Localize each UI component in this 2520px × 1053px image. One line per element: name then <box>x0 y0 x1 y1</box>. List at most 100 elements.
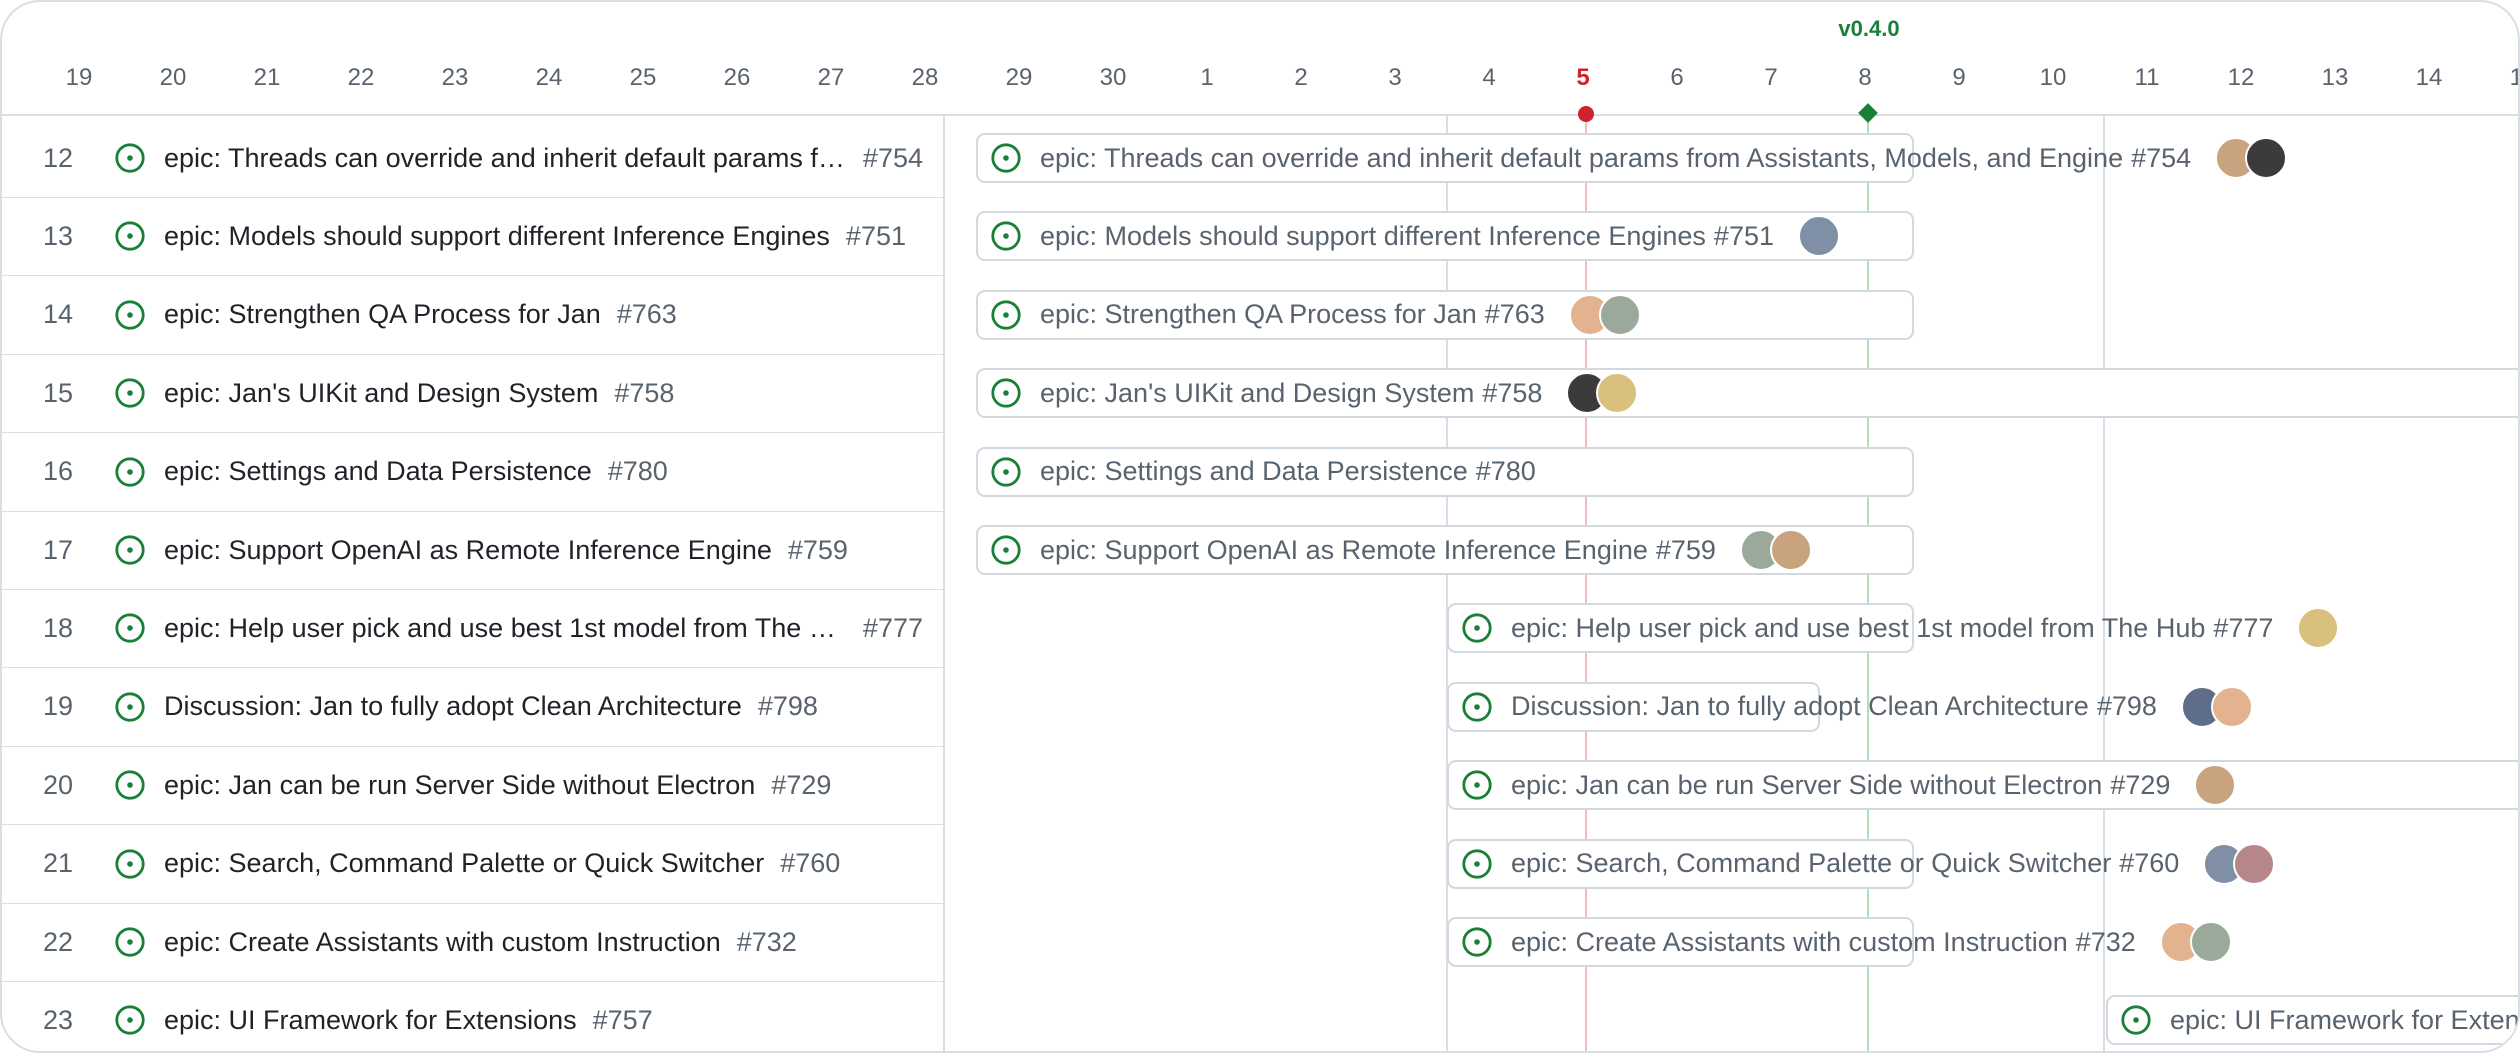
open-issue-icon <box>115 613 145 643</box>
issue-title: epic: Search, Command Palette or Quick S… <box>164 848 765 879</box>
day-label: 10 <box>2039 64 2067 91</box>
day-label: 9 <box>1952 64 1966 91</box>
timeline-bar[interactable] <box>2106 995 2518 1046</box>
day-label: 27 <box>817 64 845 91</box>
day-label: 19 <box>65 64 93 91</box>
bar-label: epic: Jan can be run Server Side without… <box>1461 760 2237 810</box>
timeline-header <box>2 2 2518 116</box>
issue-number: #763 <box>616 299 677 330</box>
row: 13 epic: Models should support different … <box>2 197 943 277</box>
bar-issue: #763 <box>1484 299 1545 330</box>
bar-label: Discussion: Jan to fully adopt Clean Arc… <box>1461 682 2253 732</box>
row: 14 epic: Strengthen QA Process for Jan #76… <box>2 276 943 355</box>
issue-number: #729 <box>771 769 832 800</box>
day-label: 6 <box>1670 64 1684 91</box>
timeline-bar[interactable] <box>976 211 1914 262</box>
issue-number: #798 <box>757 691 818 722</box>
timeline-bar[interactable] <box>1447 917 1914 967</box>
day-label: 14 <box>2415 64 2443 91</box>
day-label: 22 <box>347 64 375 91</box>
issue-title: epic: Help user pick and use best 1st mo… <box>164 612 847 643</box>
issue-number: #760 <box>780 848 841 879</box>
day-label: 3 <box>1388 64 1402 91</box>
open-issue-icon <box>991 378 1021 408</box>
issue-number: #777 <box>862 612 923 643</box>
bar-title: epic: Jan can be run Server Side without… <box>1511 769 2103 800</box>
bar-label: epic: Strengthen QA Process for Jan #763 <box>990 290 1641 340</box>
open-issue-icon <box>115 300 145 330</box>
row: 19 Discussion: Jan to fully adopt Clean A… <box>2 668 943 747</box>
row-number: 12 <box>42 142 74 173</box>
open-issue-icon <box>1462 927 1492 957</box>
open-issue-icon <box>991 143 1021 173</box>
open-issue-icon <box>115 535 145 565</box>
day-label: 4 <box>1482 64 1496 91</box>
timeline-bar[interactable] <box>976 368 2518 419</box>
issue-number: #759 <box>787 534 848 565</box>
bar-label: epic: Search, Command Palette or Quick S… <box>1461 839 2276 889</box>
day-label: 26 <box>723 64 751 91</box>
open-issue-icon <box>115 1005 145 1035</box>
row-number: 16 <box>42 456 74 487</box>
row-number: 13 <box>42 220 74 251</box>
issue-title: epic: Create Assistants with custom Inst… <box>164 926 721 957</box>
open-issue-icon <box>991 300 1021 330</box>
issue-number: #751 <box>845 220 906 251</box>
issue-title: epic: Models should support different In… <box>164 220 830 251</box>
day-label: 8 <box>1858 64 1872 91</box>
bar-title: epic: Search, Command Palette or Quick S… <box>1511 848 2112 879</box>
open-issue-icon <box>115 692 145 722</box>
bar-label: epic: UI Framework for Extensions#757 <box>2120 995 2518 1045</box>
bar-issue: #759 <box>1655 534 1716 565</box>
bar-issue: #758 <box>1482 377 1543 408</box>
row: 23 epic: UI Framework for Extensions #757 <box>2 981 943 1051</box>
open-issue-icon <box>115 927 145 957</box>
bar-label: epic: Models should support different In… <box>990 211 1840 261</box>
issue-title: epic: Threads can override and inherit d… <box>164 142 847 173</box>
open-issue-icon <box>1462 848 1492 879</box>
open-issue-icon <box>115 221 145 251</box>
issue-title: epic: Jan's UIKit and Design System <box>164 377 599 408</box>
bar-title: epic: Settings and Data Persistence <box>1040 456 1468 487</box>
timeline-bar[interactable] <box>1447 603 1914 654</box>
row-number: 17 <box>42 534 74 565</box>
avatar <box>1769 529 1812 571</box>
pane-divider <box>943 114 945 1051</box>
bar-title: Discussion: Jan to fully adopt Clean Arc… <box>1511 691 2089 722</box>
timeline-bar[interactable] <box>1447 681 1820 732</box>
day-label: 15 <box>2478 64 2518 92</box>
grid-line <box>2103 114 2105 1051</box>
timeline-bar[interactable] <box>976 133 1914 183</box>
today-line <box>1585 114 1587 1051</box>
timeline-bar[interactable] <box>976 446 1914 497</box>
row: 22 epic: Create Assistants with custom In… <box>2 903 943 982</box>
row: 17 epic: Support OpenAI as Remote Inferen… <box>2 511 943 590</box>
bar-issue: #754 <box>2131 142 2192 173</box>
timeline-bar[interactable] <box>976 289 1914 340</box>
open-issue-icon <box>115 143 145 173</box>
issue-title: epic: Settings and Data Persistence <box>164 456 592 487</box>
bar-label: epic: Settings and Data Persistence #780 <box>990 447 1560 497</box>
avatar <box>1598 293 1641 336</box>
issue-title: epic: Strengthen QA Process for Jan <box>164 299 601 330</box>
row-number: 22 <box>42 926 74 957</box>
bar-title: epic: Strengthen QA Process for Jan <box>1040 299 1477 330</box>
day-label: 23 <box>441 64 469 91</box>
row-number: 18 <box>42 612 74 643</box>
issue-number: #754 <box>862 142 923 173</box>
day-label: 30 <box>1099 64 1127 91</box>
issue-number: #758 <box>614 377 675 408</box>
bar-issue: #798 <box>2096 691 2157 722</box>
avatar <box>2210 685 2253 728</box>
open-issue-icon <box>115 848 145 879</box>
row-number: 21 <box>42 848 74 879</box>
avatar <box>2245 137 2288 179</box>
issue-number: #732 <box>736 926 797 957</box>
timeline-bar[interactable] <box>1447 838 1914 889</box>
avatar <box>2194 764 2237 807</box>
bar-title: epic: Create Assistants with custom Inst… <box>1511 926 2068 957</box>
bar-label: epic: Create Assistants with custom Inst… <box>1461 917 2232 967</box>
bar-label: epic: Threads can override and inherit d… <box>990 133 2288 183</box>
timeline-bar[interactable] <box>1447 760 2518 811</box>
